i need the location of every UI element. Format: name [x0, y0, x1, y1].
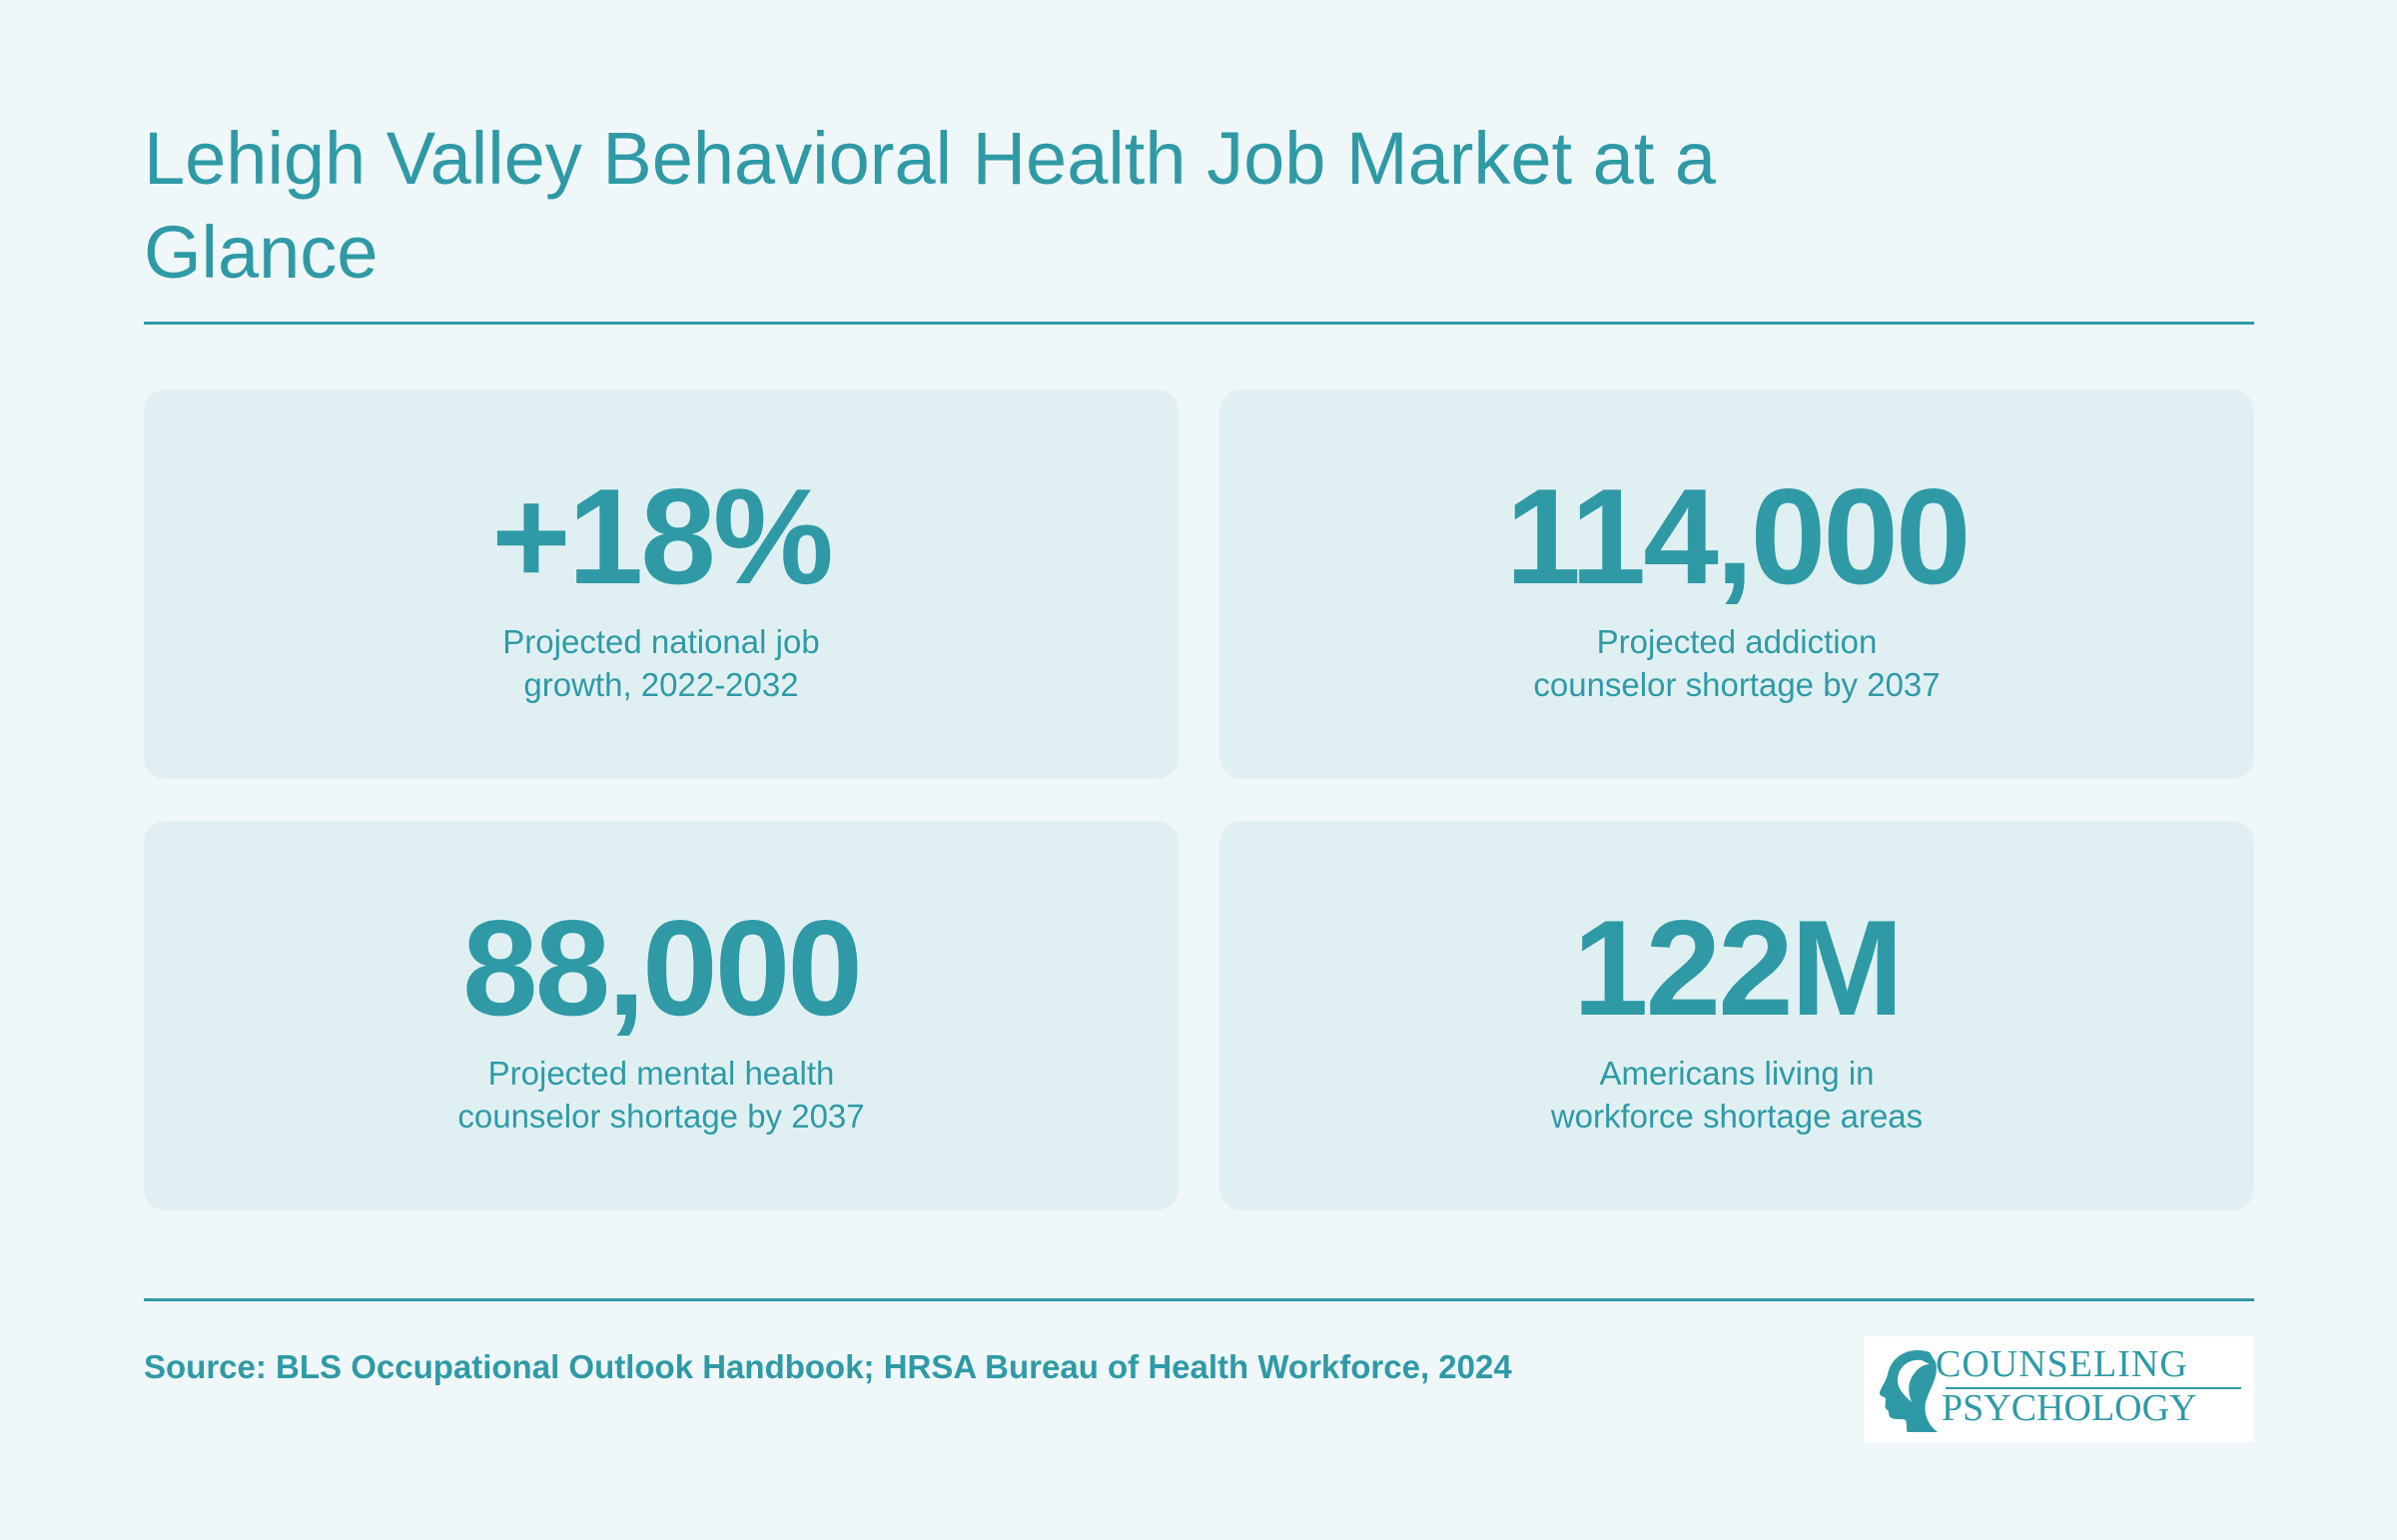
stat-card-shortage-areas: 122M Americans living in workforce short…: [1219, 821, 2254, 1210]
stat-card-job-growth: +18% Projected national job growth, 2022…: [144, 389, 1179, 779]
footer-divider: [144, 1298, 2254, 1301]
infographic: Lehigh Valley Behavioral Health Job Mark…: [144, 0, 2254, 1540]
stat-value: 88,000: [462, 892, 863, 1044]
stat-label: Americans living in workforce shortage a…: [1550, 1055, 1924, 1135]
logo-text-bottom: PSYCHOLOGY: [1942, 1387, 2197, 1429]
title-divider: [144, 322, 2254, 325]
logo-text-top: COUNSELING: [1936, 1343, 2188, 1385]
stat-card-addiction-shortage: 114,000 Projected addiction counselor sh…: [1219, 389, 2254, 779]
source-citation: Source: BLS Occupational Outlook Handboo…: [144, 1348, 1512, 1385]
page-title: Lehigh Valley Behavioral Health Job Mark…: [144, 117, 1717, 294]
stat-card-mental-health-shortage: 88,000 Projected mental health counselor…: [144, 821, 1179, 1210]
stat-label: Projected addiction counselor shortage b…: [1533, 623, 1941, 703]
stat-value: 114,000: [1505, 460, 1971, 612]
head-profile-icon: [1879, 1350, 1938, 1432]
stat-value: 122M: [1572, 892, 1904, 1044]
logo-divider: [1946, 1387, 2241, 1389]
counseling-psychology-logo: COUNSELING PSYCHOLOGY: [1864, 1336, 2254, 1442]
stat-label: Projected national job growth, 2022-2032: [502, 623, 820, 703]
stat-label: Projected mental health counselor shorta…: [457, 1055, 865, 1135]
stat-value: +18%: [491, 460, 834, 612]
